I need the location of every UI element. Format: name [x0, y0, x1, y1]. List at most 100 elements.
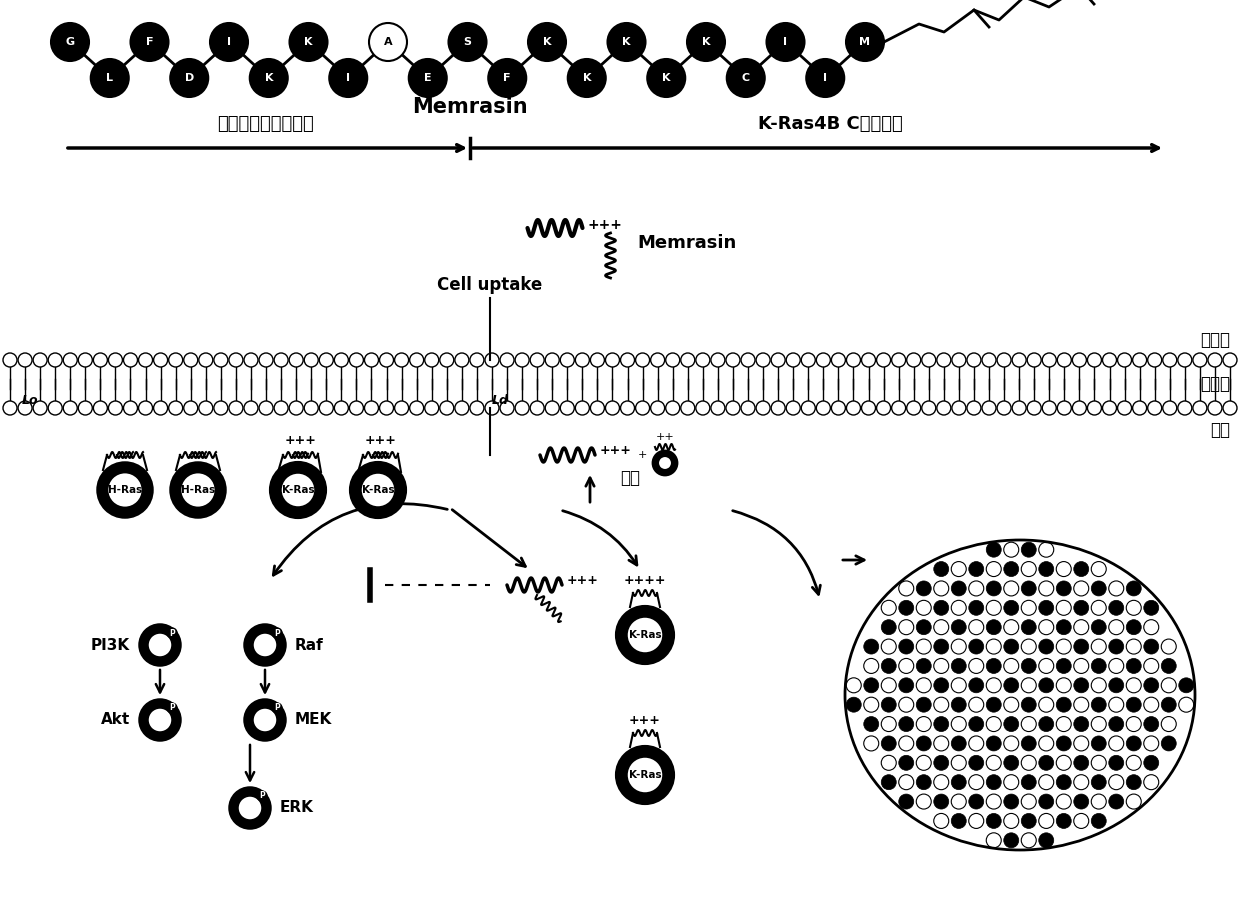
Text: ++: ++	[656, 432, 675, 442]
Circle shape	[1091, 775, 1106, 790]
Circle shape	[1148, 401, 1162, 415]
Circle shape	[658, 456, 672, 470]
Circle shape	[1056, 736, 1071, 751]
Circle shape	[916, 658, 931, 674]
Circle shape	[1143, 639, 1158, 654]
Circle shape	[500, 401, 515, 415]
Circle shape	[1143, 677, 1158, 693]
Circle shape	[1056, 794, 1071, 809]
Circle shape	[934, 561, 949, 577]
Circle shape	[1003, 658, 1019, 674]
Circle shape	[500, 353, 515, 367]
Circle shape	[1091, 755, 1106, 770]
Circle shape	[1003, 755, 1019, 770]
Circle shape	[48, 353, 62, 367]
Circle shape	[304, 401, 319, 415]
Circle shape	[847, 401, 861, 415]
Text: K: K	[622, 37, 631, 47]
Circle shape	[2, 401, 17, 415]
Text: G: G	[66, 37, 74, 47]
Circle shape	[1022, 755, 1037, 770]
Circle shape	[590, 353, 604, 367]
Circle shape	[1039, 716, 1054, 732]
Circle shape	[742, 401, 755, 415]
Circle shape	[1143, 697, 1158, 712]
Circle shape	[470, 401, 484, 415]
Circle shape	[409, 59, 446, 97]
Circle shape	[1039, 697, 1054, 712]
Circle shape	[2, 353, 17, 367]
Circle shape	[184, 401, 197, 415]
Circle shape	[1022, 775, 1037, 790]
Text: +: +	[639, 450, 647, 460]
Circle shape	[394, 401, 409, 415]
Circle shape	[170, 59, 208, 97]
Text: Memrasin: Memrasin	[412, 97, 528, 117]
Text: 溶酶体释放促进序列: 溶酶体释放促进序列	[217, 115, 314, 133]
Circle shape	[169, 401, 182, 415]
Circle shape	[575, 353, 589, 367]
Circle shape	[210, 23, 248, 61]
Circle shape	[1074, 561, 1089, 577]
Circle shape	[636, 353, 650, 367]
Circle shape	[1003, 775, 1019, 790]
Circle shape	[934, 755, 949, 770]
Circle shape	[1039, 775, 1054, 790]
Circle shape	[951, 716, 966, 732]
Circle shape	[19, 401, 32, 415]
Circle shape	[666, 353, 680, 367]
Circle shape	[1126, 619, 1141, 635]
Circle shape	[289, 353, 303, 367]
Circle shape	[171, 463, 224, 517]
Circle shape	[899, 697, 914, 712]
Text: A: A	[383, 37, 392, 47]
Circle shape	[1074, 639, 1089, 654]
Circle shape	[139, 353, 153, 367]
Circle shape	[531, 353, 544, 367]
Circle shape	[899, 755, 914, 770]
Circle shape	[560, 401, 574, 415]
Circle shape	[725, 353, 740, 367]
Circle shape	[951, 639, 966, 654]
Text: E: E	[424, 73, 432, 83]
Circle shape	[951, 736, 966, 751]
Circle shape	[1022, 561, 1037, 577]
Circle shape	[882, 775, 897, 790]
Circle shape	[360, 472, 396, 508]
Circle shape	[213, 353, 228, 367]
Circle shape	[409, 353, 424, 367]
Text: K: K	[702, 37, 711, 47]
Text: M: M	[859, 37, 870, 47]
Circle shape	[1074, 600, 1089, 616]
Circle shape	[272, 703, 281, 713]
Circle shape	[1143, 600, 1158, 616]
Circle shape	[877, 353, 890, 367]
Circle shape	[1073, 401, 1086, 415]
Circle shape	[986, 814, 1001, 828]
Circle shape	[899, 600, 914, 616]
Circle shape	[1109, 697, 1123, 712]
Circle shape	[916, 794, 931, 809]
Circle shape	[485, 353, 498, 367]
Circle shape	[882, 658, 897, 674]
Circle shape	[934, 619, 949, 635]
Circle shape	[934, 600, 949, 616]
Circle shape	[1003, 794, 1019, 809]
Circle shape	[1058, 353, 1071, 367]
Text: Raf: Raf	[295, 637, 324, 653]
Circle shape	[882, 600, 897, 616]
Circle shape	[1039, 736, 1054, 751]
Circle shape	[626, 616, 663, 654]
Circle shape	[365, 353, 378, 367]
Circle shape	[727, 59, 765, 97]
Circle shape	[78, 353, 92, 367]
Circle shape	[252, 632, 278, 658]
Circle shape	[916, 697, 931, 712]
Circle shape	[1193, 353, 1207, 367]
Circle shape	[244, 401, 258, 415]
Circle shape	[575, 401, 589, 415]
Circle shape	[1039, 619, 1054, 635]
Circle shape	[78, 401, 92, 415]
Circle shape	[1143, 716, 1158, 732]
Circle shape	[1126, 716, 1141, 732]
